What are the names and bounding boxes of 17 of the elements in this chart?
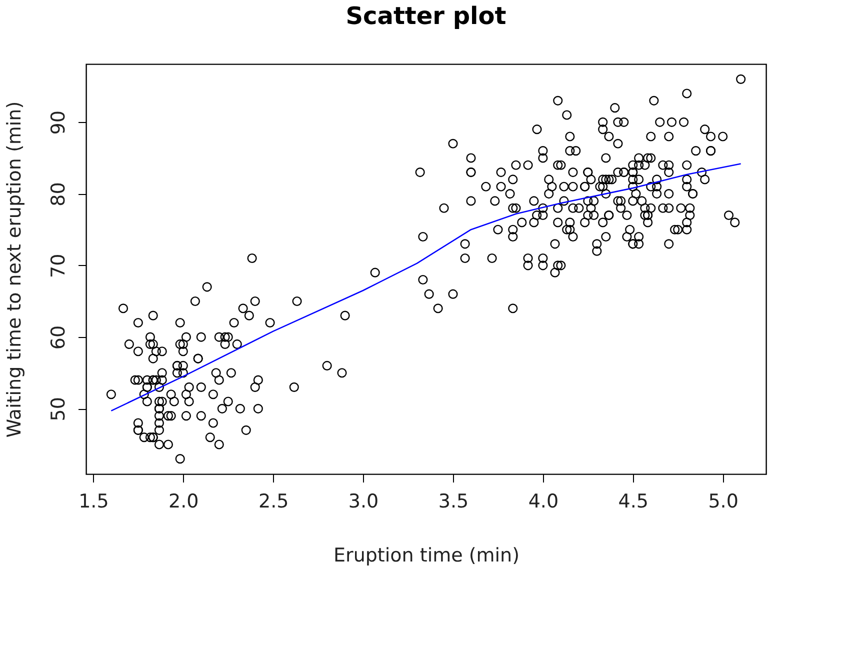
- x-tick-label: 1.5: [78, 490, 109, 512]
- x-tick-label: 2.0: [168, 490, 199, 512]
- x-tick-label: 2.5: [258, 490, 289, 512]
- x-tick-label: 5.0: [708, 490, 738, 512]
- x-tick-label: 3.0: [348, 490, 379, 512]
- y-tick-label: 50: [48, 397, 70, 422]
- y-tick-label: 80: [48, 182, 70, 206]
- x-axis-title: Eruption time (min): [334, 544, 520, 566]
- y-tick-label: 60: [48, 325, 70, 350]
- line-series: [110, 163, 742, 412]
- y-tick-label: 70: [48, 254, 70, 278]
- x-tick-label: 3.5: [438, 490, 469, 512]
- x-tick-label: 4.0: [528, 490, 559, 512]
- x-tick-label: 4.5: [618, 490, 648, 512]
- y-axis-title: Waiting time to next eruption (min): [4, 101, 26, 438]
- y-tick-label: 90: [48, 110, 70, 135]
- chart-title: Scatter plot: [346, 2, 506, 30]
